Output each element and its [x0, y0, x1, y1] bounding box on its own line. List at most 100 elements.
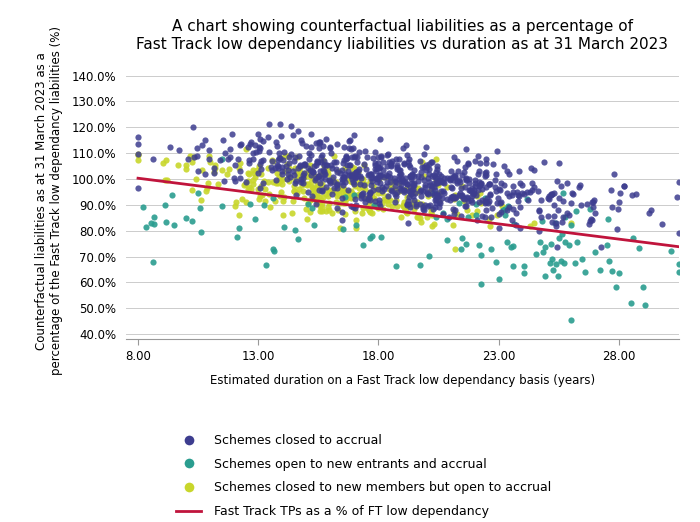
Point: [300, 142, 312, 150]
Point: [539, 272, 550, 281]
Point: [295, 136, 307, 145]
Point: [196, 141, 207, 149]
Point: [673, 260, 685, 268]
Point: [234, 174, 246, 182]
Point: [589, 247, 600, 256]
Point: [349, 191, 360, 199]
Point: [589, 196, 600, 205]
Point: [337, 175, 348, 183]
Point: [325, 143, 336, 151]
Point: [293, 127, 304, 136]
Point: [317, 150, 328, 159]
Point: [312, 182, 323, 190]
Point: [309, 175, 320, 184]
Point: [219, 149, 230, 157]
Point: [325, 148, 336, 157]
Point: [263, 189, 274, 198]
Point: [277, 180, 288, 188]
Point: [534, 206, 545, 214]
Point: [409, 172, 420, 181]
Point: [523, 196, 534, 204]
Point: [415, 186, 426, 195]
Point: [332, 184, 343, 193]
Point: [292, 188, 303, 197]
Point: [377, 189, 388, 197]
Point: [486, 204, 497, 212]
Point: [295, 172, 306, 181]
Point: [356, 189, 368, 198]
Point: [371, 167, 382, 175]
Point: [448, 205, 459, 213]
Point: [518, 190, 529, 198]
Point: [491, 258, 502, 266]
Point: [372, 175, 383, 183]
Point: [267, 156, 278, 164]
Point: [295, 178, 307, 186]
Point: [459, 163, 470, 171]
Point: [462, 159, 473, 168]
Point: [485, 180, 496, 188]
Point: [535, 238, 546, 246]
Point: [438, 209, 449, 218]
Point: [463, 213, 474, 221]
Point: [389, 182, 400, 190]
Point: [547, 266, 559, 274]
Point: [522, 187, 533, 196]
Point: [323, 188, 334, 197]
Point: [552, 271, 564, 280]
Point: [324, 179, 335, 187]
Point: [283, 151, 294, 160]
Point: [382, 161, 393, 170]
Y-axis label: Counterfactual liabilities as at 31 March 2023 as a
percentage of the Fast Track: Counterfactual liabilities as at 31 Marc…: [35, 27, 63, 375]
Point: [608, 170, 620, 178]
Point: [449, 205, 460, 213]
Point: [390, 262, 401, 270]
Point: [344, 171, 355, 180]
Point: [298, 186, 309, 195]
Point: [174, 146, 185, 154]
Point: [354, 172, 365, 181]
Point: [430, 174, 441, 182]
Point: [195, 196, 206, 204]
Point: [336, 177, 347, 186]
Point: [337, 181, 349, 189]
Point: [318, 161, 330, 170]
Point: [303, 199, 314, 208]
Point: [253, 185, 264, 194]
Point: [492, 210, 503, 219]
Point: [419, 200, 430, 209]
Point: [579, 268, 590, 276]
Point: [298, 174, 309, 183]
Point: [314, 167, 326, 175]
Point: [318, 193, 329, 201]
Point: [322, 192, 333, 200]
Point: [194, 204, 205, 212]
Point: [346, 178, 358, 186]
Point: [300, 180, 312, 188]
Point: [506, 191, 517, 199]
Point: [483, 197, 494, 205]
Point: [503, 170, 514, 179]
Point: [360, 180, 371, 188]
Point: [296, 174, 307, 183]
Point: [225, 145, 236, 153]
Point: [566, 316, 577, 325]
Point: [393, 187, 405, 195]
Point: [309, 162, 320, 170]
Point: [435, 176, 446, 185]
Point: [370, 197, 381, 206]
Point: [398, 144, 409, 152]
Point: [546, 190, 557, 198]
Point: [243, 177, 254, 185]
Point: [439, 174, 450, 182]
Point: [490, 170, 501, 178]
Point: [421, 187, 433, 196]
Point: [406, 179, 417, 187]
Point: [473, 182, 484, 191]
Point: [406, 188, 417, 197]
Point: [272, 169, 283, 177]
Point: [339, 172, 350, 181]
Point: [364, 195, 375, 204]
Point: [320, 170, 331, 178]
Point: [390, 196, 401, 204]
